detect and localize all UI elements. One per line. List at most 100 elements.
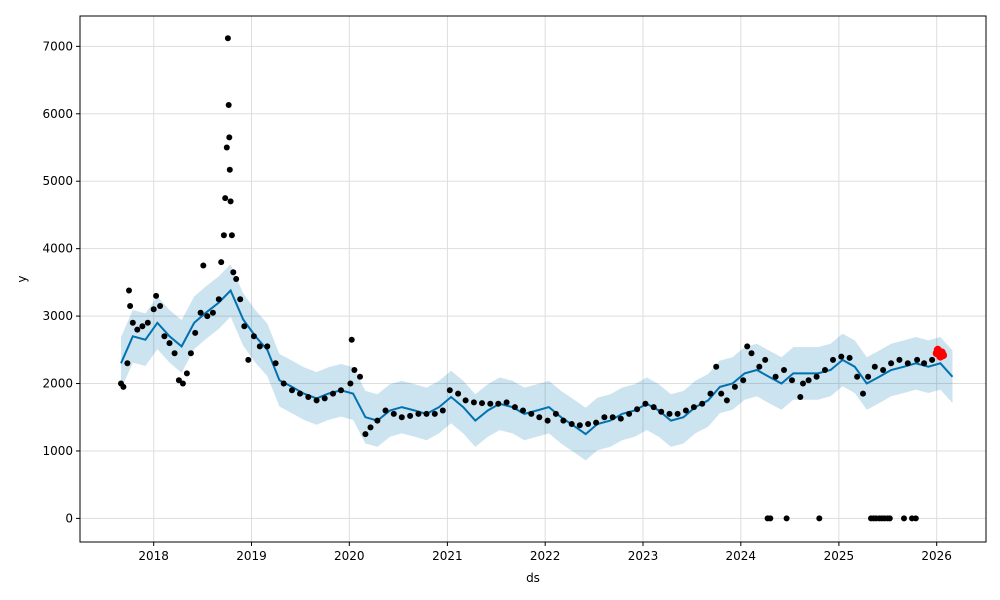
observed-point xyxy=(321,395,328,402)
observed-point xyxy=(226,166,233,173)
observed-point xyxy=(215,296,222,303)
observed-point xyxy=(904,360,911,367)
y-axis-title: y xyxy=(15,275,29,282)
observed-point xyxy=(762,356,769,363)
observed-point xyxy=(568,421,575,427)
observed-point xyxy=(713,363,720,370)
observed-point xyxy=(585,421,592,427)
observed-point xyxy=(223,144,230,151)
observed-point xyxy=(226,134,233,141)
observed-point xyxy=(120,383,127,390)
observed-point xyxy=(487,400,494,407)
observed-point xyxy=(642,400,649,407)
observed-point xyxy=(462,397,469,404)
y-tick-label: 2000 xyxy=(42,377,73,391)
observed-point xyxy=(914,356,921,363)
observed-point xyxy=(888,360,895,367)
observed-point xyxy=(209,309,216,316)
x-tick-label: 2024 xyxy=(726,549,757,563)
observed-point xyxy=(520,407,526,414)
y-tick-label: 4000 xyxy=(42,242,73,256)
observed-point xyxy=(781,367,787,373)
observed-point xyxy=(183,370,190,377)
observed-point xyxy=(362,431,369,438)
observed-point xyxy=(455,390,462,397)
observed-point xyxy=(144,319,151,326)
observed-point xyxy=(398,414,405,421)
forecast-line-group xyxy=(120,288,954,436)
observed-point xyxy=(626,410,633,417)
observed-point xyxy=(682,407,689,414)
observed-point xyxy=(204,313,211,320)
observed-point xyxy=(748,350,755,357)
observed-point xyxy=(227,198,234,205)
observed-point xyxy=(264,343,271,350)
x-tick-label: 2019 xyxy=(236,549,267,563)
observed-point xyxy=(707,390,714,397)
observed-point xyxy=(901,515,907,522)
recent-point xyxy=(939,351,948,360)
observed-point xyxy=(245,356,252,363)
observed-point xyxy=(225,102,232,108)
observed-point xyxy=(797,394,804,400)
observed-point xyxy=(731,383,738,390)
observed-point xyxy=(871,363,878,370)
observed-point xyxy=(846,354,853,361)
observed-point xyxy=(305,394,312,400)
x-tick-label: 2023 xyxy=(628,549,659,563)
observed-point xyxy=(822,367,828,373)
observed-point xyxy=(157,303,164,309)
observed-point xyxy=(431,410,438,417)
y-tick-label: 5000 xyxy=(42,174,73,188)
y-axis-ticks: 0 1000 2000 3000 4000 5000 6000 7000 xyxy=(42,39,80,525)
observed-point xyxy=(179,380,186,387)
uncertainty-band-area xyxy=(121,264,953,461)
observed-point xyxy=(601,414,608,421)
observed-point xyxy=(666,410,673,417)
observed-point xyxy=(528,410,535,417)
observed-point xyxy=(171,350,178,357)
observed-point xyxy=(423,410,430,417)
observed-point xyxy=(805,377,812,384)
observed-point xyxy=(617,415,624,422)
observed-point xyxy=(129,319,136,326)
observed-point xyxy=(347,380,354,387)
observed-point xyxy=(536,414,543,421)
observed-point xyxy=(233,276,240,282)
observed-point xyxy=(272,360,279,367)
observed-point xyxy=(161,333,168,340)
observed-point xyxy=(699,400,706,407)
observed-point xyxy=(674,410,681,417)
observed-point xyxy=(126,287,132,294)
observed-point xyxy=(415,410,422,417)
observed-point xyxy=(783,515,790,522)
observed-point xyxy=(650,404,657,411)
observed-point xyxy=(330,390,336,397)
observed-point xyxy=(723,397,730,404)
observed-point xyxy=(446,387,453,394)
x-tick-label: 2020 xyxy=(334,549,365,563)
observed-point xyxy=(560,417,567,424)
observed-point xyxy=(912,515,919,522)
observed-point xyxy=(220,232,227,239)
observed-point xyxy=(813,373,820,380)
x-tick-label: 2018 xyxy=(138,549,169,563)
y-tick-label: 6000 xyxy=(42,107,73,121)
observed-point xyxy=(854,373,861,380)
x-tick-label: 2021 xyxy=(432,549,463,563)
observed-point xyxy=(800,380,806,387)
observed-point xyxy=(237,296,244,303)
observed-point xyxy=(772,373,779,380)
observed-point xyxy=(200,262,207,269)
observed-point xyxy=(374,417,381,424)
observed-point xyxy=(479,400,485,407)
observed-point xyxy=(289,387,295,394)
observed-point xyxy=(838,353,845,360)
observed-point xyxy=(256,343,263,350)
observed-point xyxy=(921,360,928,367)
observed-point xyxy=(218,259,225,266)
observed-point xyxy=(896,356,903,363)
observed-point xyxy=(503,399,510,406)
observed-point xyxy=(865,373,872,380)
